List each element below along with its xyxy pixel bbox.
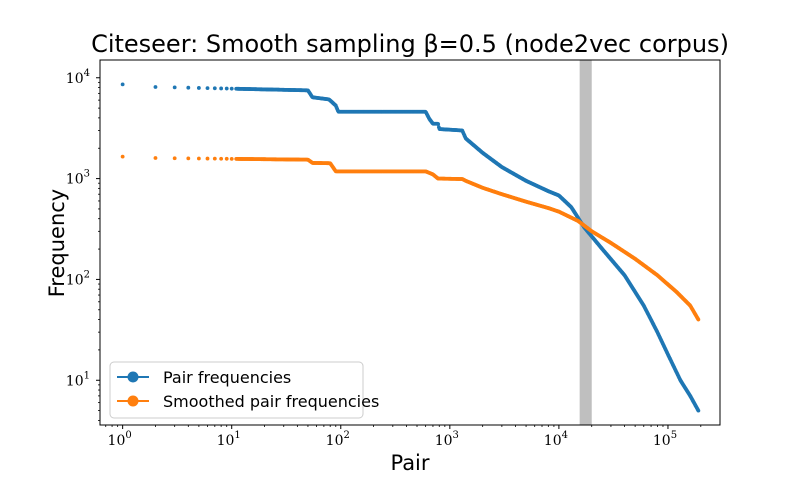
data-point (436, 122, 441, 126)
data-point (196, 156, 201, 161)
x-tick-label: 100 (108, 430, 132, 449)
data-point (153, 156, 158, 160)
data-point (186, 85, 191, 90)
data-point (224, 156, 229, 161)
data-point (696, 317, 701, 322)
data-point (196, 86, 201, 90)
data-point (120, 154, 125, 159)
data-point (224, 86, 229, 91)
highlight-band (579, 60, 592, 425)
legend-box (109, 361, 364, 419)
legend-marker-pair-frequencies (127, 371, 139, 383)
legend-label-smoothed-pair-frequencies: Smoothed pair frequencies (163, 392, 379, 411)
data-point (229, 86, 234, 91)
legend-entry-pair-frequencies: Pair frequencies (117, 368, 291, 387)
legend-marker-smoothed-pair-frequencies (127, 395, 139, 407)
data-point (186, 156, 191, 161)
x-tick-label: 101 (217, 430, 241, 449)
data-point (205, 86, 210, 91)
x-tick-label: 104 (544, 430, 568, 449)
y-tick-label: 104 (66, 68, 90, 87)
x-axis-label: Pair (390, 451, 429, 475)
y-axis-label: Frequency (45, 189, 69, 298)
data-point (153, 85, 158, 89)
data-point (229, 156, 234, 161)
y-tick-label: 101 (66, 370, 90, 389)
y-tick-label: 103 (66, 169, 90, 188)
chart-title: Citeseer: Smooth sampling β=0.5 (node2ve… (91, 30, 729, 58)
series-layer (120, 82, 701, 413)
x-axis-ticks: 100 101 102 103 104 105 (105, 425, 702, 449)
data-point (120, 82, 125, 87)
data-point (212, 156, 217, 161)
series-smoothed-pair-frequencies (120, 154, 701, 322)
data-point (172, 156, 177, 161)
y-tick-label: 102 (66, 269, 90, 288)
x-tick-label: 103 (435, 430, 459, 449)
data-point (219, 156, 224, 161)
data-point (212, 86, 217, 91)
data-point (696, 408, 701, 413)
y-axis-ticks: 101 102 103 104 (66, 68, 100, 421)
x-tick-label: 105 (653, 430, 677, 449)
data-point (172, 85, 177, 90)
legend: Pair frequencies Smoothed pair frequenci… (109, 361, 379, 419)
legend-label-pair-frequencies: Pair frequencies (163, 368, 291, 387)
x-tick-label: 102 (326, 430, 350, 449)
axes-frame (99, 59, 721, 426)
data-point (205, 156, 210, 161)
series-pair-frequencies (120, 82, 701, 413)
data-point (219, 86, 224, 91)
legend-entry-smoothed-pair-frequencies: Smoothed pair frequencies (117, 392, 379, 411)
